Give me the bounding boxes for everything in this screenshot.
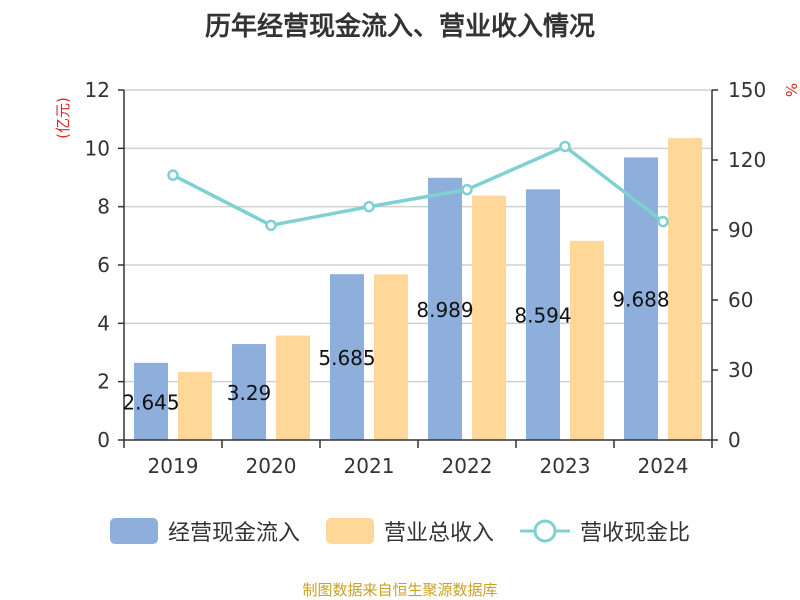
- line-point: [167, 169, 179, 181]
- legend: 经营现金流入 营业总收入 营收现金比: [0, 515, 800, 547]
- line-point: [363, 200, 375, 213]
- data-label: 5.685: [318, 346, 375, 370]
- chart-title: 历年经营现金流入、营业收入情况: [204, 12, 595, 42]
- y-left-tick-label: 10: [85, 136, 110, 160]
- y-right-tick-label: 30: [728, 358, 753, 382]
- bar-revenue: [374, 274, 408, 440]
- y-right-tick-label: 150: [728, 78, 766, 102]
- line-series: [167, 140, 669, 232]
- legend-swatch-cash-inflow: [109, 518, 158, 544]
- legend-label-revenue: 营业总收入: [383, 521, 494, 546]
- bar-cash-inflow: [428, 177, 462, 440]
- legend-swatch-revenue: [325, 518, 374, 544]
- line-point: [461, 183, 473, 196]
- line-point: [559, 140, 571, 153]
- bar-cash-inflow: [232, 344, 266, 440]
- bar-series: [134, 138, 702, 440]
- grid-lines: [124, 89, 712, 383]
- y-left-tick-label: 2: [97, 370, 110, 394]
- bar-cash-inflow: [526, 189, 560, 440]
- x-tick-label: 2019: [148, 454, 199, 478]
- bar-revenue: [178, 372, 212, 440]
- bar-cash-inflow: [134, 362, 168, 440]
- bar-revenue: [276, 335, 310, 440]
- x-tick-label: 2021: [344, 454, 395, 478]
- y-left-tick-label: 4: [97, 311, 110, 335]
- y-right-tick-label: 0: [728, 428, 741, 452]
- x-tick-label: 2024: [638, 454, 689, 478]
- legend-item-revenue[interactable]: 营业总收入: [325, 515, 494, 547]
- y-left-unit-label: (亿元): [54, 97, 72, 139]
- bar-cash-inflow: [330, 274, 364, 440]
- line-cash-ratio: [172, 144, 665, 228]
- x-tick-label: 2022: [442, 454, 493, 478]
- data-label: 8.594: [514, 304, 571, 328]
- line-point: [265, 219, 277, 232]
- line-point: [657, 215, 669, 228]
- y-left-tick-label: 6: [97, 253, 110, 277]
- x-tick-label: 2020: [246, 454, 297, 478]
- bar-revenue: [472, 195, 506, 440]
- legend-item-cash-ratio[interactable]: 营收现金比: [520, 515, 690, 547]
- y-left-tick-label: 0: [97, 428, 110, 452]
- y-right-unit-label: %: [782, 83, 800, 97]
- source-note: 制图数据来自恒生聚源数据库: [302, 581, 498, 599]
- x-tick-label: 2023: [540, 454, 591, 478]
- y-right-tick-label: 120: [728, 148, 766, 172]
- data-label: 3.29: [227, 381, 272, 405]
- legend-label-cash-ratio: 营收现金比: [580, 521, 691, 546]
- y-left-tick-label: 8: [97, 195, 110, 219]
- bar-revenue: [570, 240, 604, 440]
- data-labels: 2.645 3.29 5.685 8.989 8.594 9.688: [122, 288, 669, 415]
- data-label: 2.645: [122, 390, 179, 414]
- bar-revenue: [668, 138, 702, 440]
- y-right-tick-label: 90: [728, 218, 753, 242]
- data-label: 9.688: [612, 288, 669, 312]
- data-label: 8.989: [416, 298, 473, 322]
- legend-label-cash-inflow: 经营现金流入: [167, 521, 300, 546]
- y-right-tick-label: 60: [728, 288, 753, 312]
- legend-item-cash-inflow[interactable]: 经营现金流入: [109, 515, 300, 547]
- y-left-tick-label: 12: [85, 78, 110, 102]
- legend-line-marker-icon: [520, 519, 570, 543]
